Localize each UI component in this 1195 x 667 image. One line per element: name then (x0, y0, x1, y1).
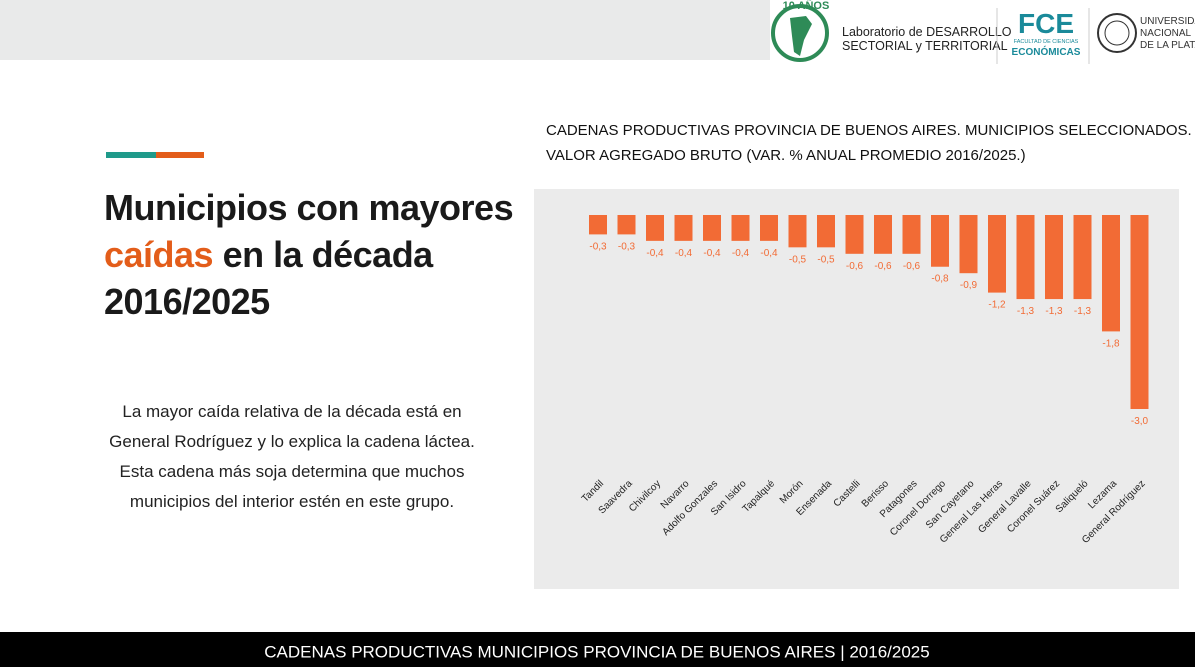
bar (902, 215, 921, 254)
value-label: -1,3 (1074, 306, 1092, 317)
footer-text: CADENAS PRODUCTIVAS MUNICIPIOS PROVINCIA… (264, 642, 929, 661)
anniversary: 10 AÑOS (783, 0, 830, 12)
value-label: -0,8 (931, 274, 949, 285)
value-label: -0,4 (760, 248, 778, 259)
university-name: UNIVERSIDAD (1140, 16, 1195, 27)
header-band (0, 0, 770, 60)
faculty-name: ECONÓMICAS (1012, 45, 1081, 58)
value-label: -0,5 (789, 254, 807, 265)
chart-subtitle: VALOR AGREGADO BRUTO (VAR. % ANUAL PROME… (546, 147, 1026, 164)
value-label: -3,0 (1131, 416, 1149, 427)
value-label: -0,5 (817, 254, 835, 265)
heading: Municipios con mayores caídas en la déca… (104, 184, 524, 325)
bar (703, 215, 721, 241)
accent-bar (106, 152, 156, 158)
bar (1016, 215, 1035, 300)
value-label: -0,3 (589, 241, 607, 252)
value-label: -0,4 (646, 248, 664, 259)
bar (1102, 215, 1120, 332)
value-label: -1,3 (1017, 306, 1035, 317)
faculty-name: FACULTAD DE CIENCIAS (1014, 39, 1079, 45)
bar (1073, 215, 1092, 300)
bar (988, 215, 1006, 293)
bar (845, 215, 864, 254)
bar (874, 215, 892, 254)
bar (817, 215, 835, 248)
value-label: -0,4 (703, 248, 721, 259)
lab-logo (771, 4, 829, 62)
value-label: -0,6 (903, 261, 921, 272)
value-label: -1,3 (1045, 306, 1063, 317)
chart-title: CADENAS PRODUCTIVAS PROVINCIA DE BUENOS … (546, 122, 1192, 139)
value-label: -0,6 (874, 261, 892, 272)
bar (959, 215, 978, 274)
value-label: -1,2 (988, 300, 1006, 311)
university-name: DE LA PLATA (1140, 40, 1195, 51)
bar (1130, 215, 1149, 409)
bar (589, 215, 607, 235)
university-name: NACIONAL (1140, 28, 1192, 39)
lab-name: Laboratorio de DESARROLLO (842, 25, 1012, 39)
fce-logo: FCE (1018, 8, 1074, 39)
bar (646, 215, 664, 241)
lab-logo-map (790, 16, 812, 56)
value-label: -0,4 (675, 248, 693, 259)
bar (760, 215, 778, 241)
bar (788, 215, 807, 248)
unlp-logo (1104, 20, 1130, 46)
bar (674, 215, 693, 241)
chart-panel (534, 189, 1179, 589)
bar (731, 215, 750, 241)
heading-text: en la década 2016/2025 (104, 234, 433, 322)
bar (617, 215, 636, 235)
bar (931, 215, 949, 267)
footer-band (0, 632, 1195, 667)
lab-name: SECTORIAL y TERRITORIAL (842, 39, 1008, 53)
value-label: -0,9 (960, 280, 978, 291)
heading-text: Municipios con mayores (104, 187, 514, 228)
value-label: -0,6 (846, 261, 864, 272)
accent-bar (156, 152, 204, 158)
value-label: -1,8 (1102, 338, 1120, 349)
unlp-logo (1097, 13, 1137, 53)
body-text: La mayor caída relativa de la década est… (109, 402, 475, 511)
heading-highlight: caídas (104, 234, 214, 275)
value-label: -0,3 (618, 241, 636, 252)
value-label: -0,4 (732, 248, 750, 259)
bar (1045, 215, 1063, 300)
